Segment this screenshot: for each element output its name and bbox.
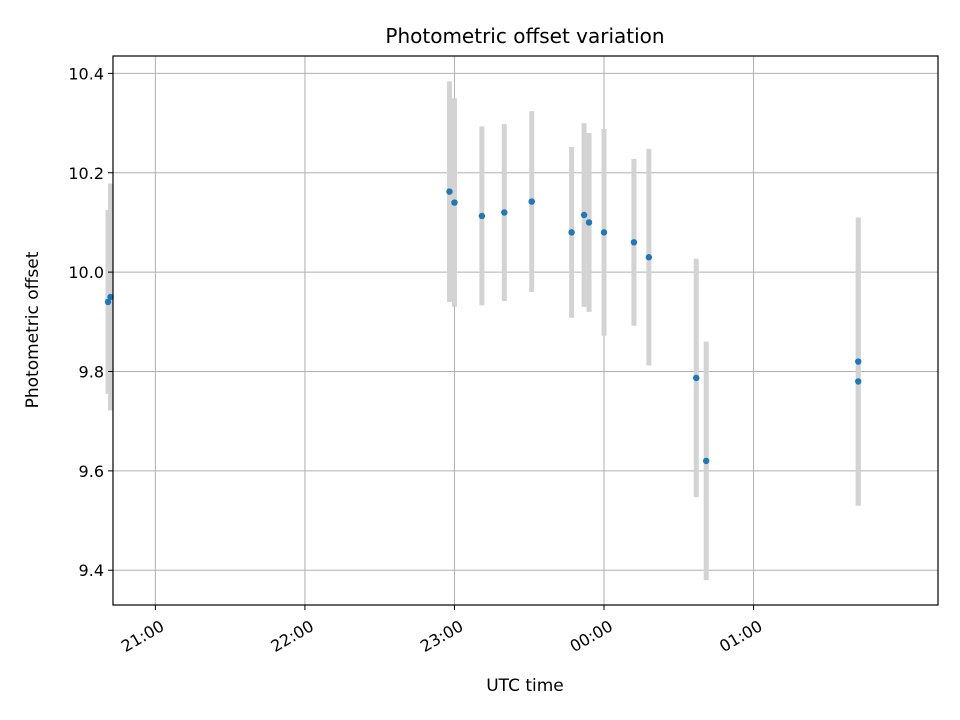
y-tick-label: 10.4 bbox=[68, 64, 104, 83]
data-point bbox=[703, 457, 710, 465]
data-point bbox=[855, 358, 862, 365]
data-point bbox=[451, 199, 458, 206]
data-point bbox=[693, 374, 700, 382]
data-point bbox=[568, 229, 575, 236]
data-point bbox=[501, 209, 508, 216]
y-tick-label: 9.6 bbox=[79, 462, 104, 481]
y-tick-label: 10.0 bbox=[68, 263, 104, 282]
data-point bbox=[630, 239, 638, 246]
plot-frame bbox=[112, 55, 939, 606]
y-tick-label: 9.8 bbox=[79, 362, 104, 381]
data-point bbox=[107, 293, 114, 301]
data-point bbox=[104, 298, 112, 306]
y-axis: 9.4 9.6 9.8 10.0 10.2 10.4 bbox=[68, 64, 113, 580]
data-point bbox=[580, 211, 588, 219]
data-points bbox=[104, 188, 862, 465]
data-point bbox=[645, 254, 653, 261]
data-point bbox=[855, 378, 862, 385]
chart-title: Photometric offset variation bbox=[385, 24, 664, 48]
data-point bbox=[446, 188, 453, 195]
data-point bbox=[600, 229, 608, 236]
data-point bbox=[478, 212, 486, 220]
y-axis-title: Photometric offset bbox=[23, 251, 43, 408]
data-point bbox=[585, 219, 593, 226]
data-point bbox=[528, 198, 535, 205]
y-tick-label: 10.2 bbox=[68, 164, 104, 183]
y-tick-label: 9.4 bbox=[79, 561, 104, 580]
x-axis-title: UTC time bbox=[486, 676, 564, 696]
